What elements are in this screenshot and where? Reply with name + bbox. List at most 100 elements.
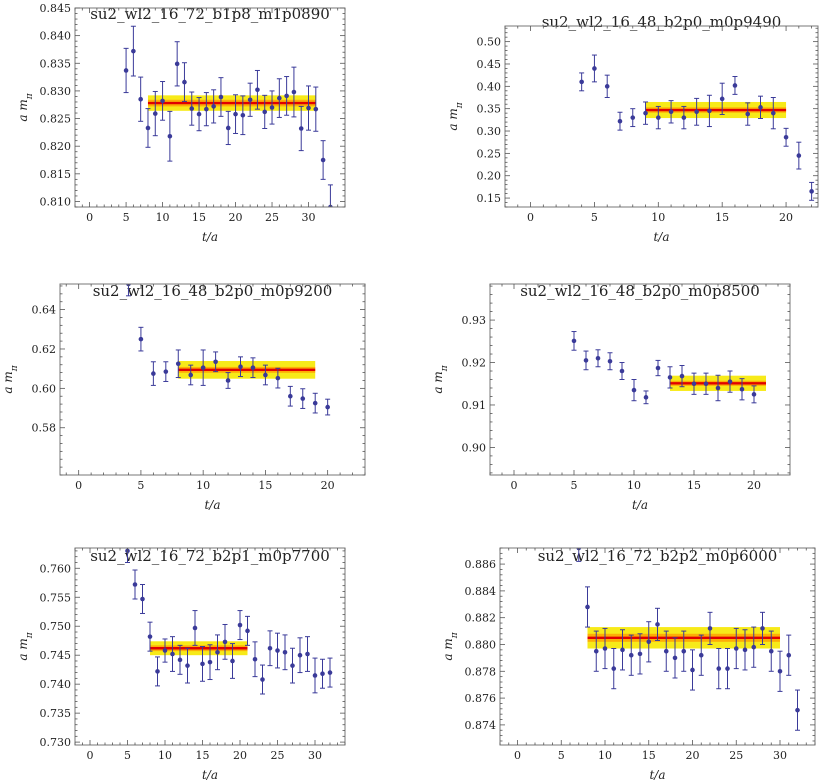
data-point (591, 54, 597, 83)
y-axis: 0.15 0.20 0.25 0.30 0.35 0.40 0.45 0.50 a mπ (446, 27, 818, 208)
y-tick-label: 0.884 (465, 585, 497, 598)
data-point (732, 76, 738, 95)
y-tick-label: 0.810 (40, 195, 72, 208)
data-point (305, 636, 310, 672)
data-point (733, 627, 739, 670)
data-point (222, 623, 228, 660)
point-marker (679, 373, 685, 379)
point-marker (619, 368, 625, 374)
point-marker (200, 661, 205, 667)
point-marker (213, 359, 218, 365)
point-marker (630, 115, 636, 120)
y-axis: 0.810 0.815 0.820 0.825 0.830 0.835 0.840 0.845… (16, 2, 345, 208)
data-point (796, 141, 802, 170)
data-point (245, 615, 250, 646)
point-marker (602, 646, 608, 651)
x-tick-label: 20 (747, 479, 761, 492)
point-marker (230, 658, 235, 664)
y-tick-label: 0.58 (32, 422, 57, 435)
y-tick-label: 0.15 (477, 192, 502, 205)
data-point (672, 637, 678, 679)
point-marker (607, 358, 613, 364)
data-point (602, 627, 608, 670)
point-marker (643, 395, 649, 400)
point-marker (300, 396, 306, 401)
data-point (690, 649, 695, 691)
data-point (284, 76, 290, 116)
data-point (595, 349, 601, 368)
data-point (703, 372, 709, 395)
point-marker (320, 671, 325, 677)
chart-title: su2_wl2_16_72_b2p2_m0p6000 (538, 547, 778, 565)
point-marker (579, 79, 584, 85)
point-marker (282, 649, 288, 655)
y-tick-label: 0.45 (477, 58, 502, 71)
x-tick-label: 5 (591, 211, 598, 224)
x-tick-label: 5 (124, 749, 131, 762)
chart-panel-1: su2_wl2_16_72_b1p8_m1p0890 0 5 10 15 20 25 30 t/… (16, 2, 346, 244)
chart-panel-6: su2_wl2_16_72_b2p2_m0p6000 0 5 10 15 20 25 30 t/… (441, 547, 816, 782)
point-marker (783, 134, 789, 140)
point-marker (312, 673, 318, 678)
x-axis: 0 5 10 15 20 25 30 t/a (74, 548, 346, 782)
data-point (177, 644, 183, 675)
point-marker (628, 652, 634, 658)
point-marker (760, 626, 765, 631)
point-marker (215, 649, 220, 655)
point-marker (298, 126, 304, 131)
y-tick-label: 0.92 (462, 357, 487, 370)
y-tick-label: 0.874 (465, 719, 497, 732)
point-marker (672, 655, 678, 661)
data-point (312, 657, 318, 694)
point-marker (162, 648, 168, 653)
data-point (215, 634, 220, 671)
chart-title: su2_wl2_16_72_b1p8_m1p0890 (90, 5, 330, 23)
y-tick-label: 0.735 (40, 707, 72, 720)
point-marker (291, 89, 297, 95)
data-point (751, 626, 757, 668)
data-point (306, 85, 312, 131)
point-marker (151, 371, 156, 376)
point-marker (646, 639, 652, 645)
data-point (145, 108, 151, 148)
data-point (162, 638, 168, 663)
point-marker (252, 656, 258, 662)
data-point (123, 47, 129, 94)
data-point (170, 636, 175, 672)
y-tick-label: 0.20 (477, 170, 502, 183)
y-tick-label: 0.840 (40, 30, 72, 43)
point-marker (305, 651, 310, 657)
data-point (218, 77, 224, 117)
data-point (707, 611, 713, 645)
point-marker (751, 644, 757, 650)
data-point (327, 657, 333, 688)
point-marker (155, 669, 160, 674)
data-point (325, 398, 331, 416)
y-tick-label: 0.825 (40, 113, 72, 126)
x-tick-label: 30 (773, 749, 787, 762)
data-point (196, 97, 202, 132)
data-point (298, 105, 304, 152)
point-marker (167, 133, 173, 139)
x-tick-label: 30 (302, 211, 316, 224)
data-point (269, 90, 275, 125)
x-axis: 0 5 10 15 20 t/a (65, 284, 366, 512)
y-tick-label: 0.750 (40, 620, 72, 633)
point-marker (222, 639, 228, 645)
data-point (200, 646, 205, 682)
data-point (745, 102, 751, 126)
data-point (287, 385, 293, 407)
chart-panel-2: su2_wl2_16_48_b2p0_m0p9490 0 5 10 15 20 t/a 0.1… (446, 13, 819, 244)
data-point (655, 105, 661, 130)
data-point (192, 610, 198, 646)
point-marker (297, 652, 303, 658)
data-point (719, 82, 725, 115)
point-marker (211, 104, 216, 109)
point-marker (163, 369, 169, 374)
data-point (637, 633, 643, 675)
y-axis-label: a mπ (446, 101, 465, 130)
point-marker (595, 355, 601, 361)
point-marker (751, 392, 757, 397)
point-marker (250, 365, 256, 370)
point-marker (147, 634, 153, 639)
